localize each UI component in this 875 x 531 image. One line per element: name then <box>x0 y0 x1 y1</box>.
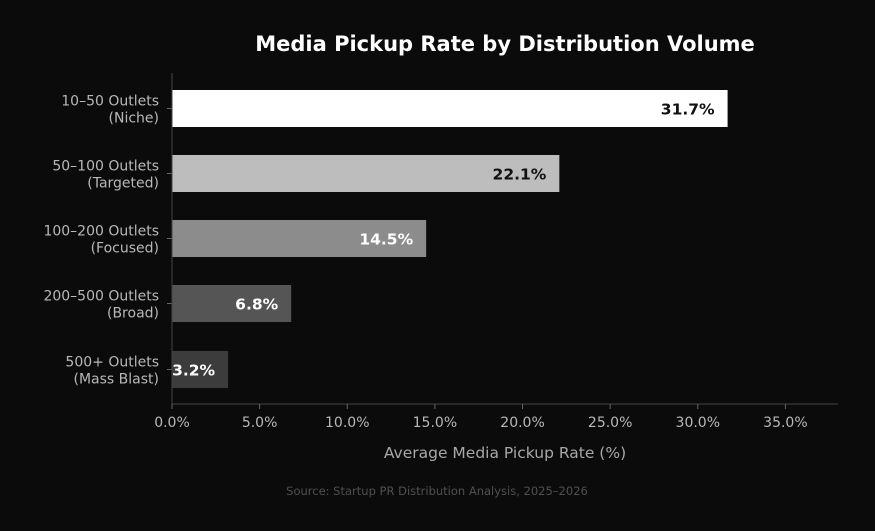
bar <box>172 155 560 192</box>
x-tick-label: 20.0% <box>500 415 544 431</box>
x-tick-label: 0.0% <box>154 415 190 431</box>
x-tick-label: 5.0% <box>242 415 278 431</box>
category-label: (Focused) <box>91 241 159 257</box>
category-label: 100–200 Outlets <box>43 224 159 240</box>
bars-group: 31.7% 22.1% 14.5% 6.8% 3.2% <box>172 90 728 388</box>
bar-value-label: 6.8% <box>235 296 278 314</box>
category-label: (Niche) <box>109 111 159 127</box>
x-tick-label: 25.0% <box>588 415 632 431</box>
category-label: (Broad) <box>107 306 159 322</box>
bar-value-label: 31.7% <box>661 101 715 119</box>
x-axis-ticks: 0.0% 5.0% 10.0% 15.0% 20.0% 25.0% 30.0% 35.0% <box>154 404 808 431</box>
bar <box>172 90 728 127</box>
category-label: 50–100 Outlets <box>52 159 159 175</box>
bar-value-label: 14.5% <box>359 231 413 249</box>
bar <box>172 351 229 388</box>
chart-title: Media Pickup Rate by Distribution Volume <box>255 32 755 56</box>
source-note: Source: Startup PR Distribution Analysis… <box>286 484 588 498</box>
bar <box>172 285 292 322</box>
x-tick-label: 30.0% <box>676 415 720 431</box>
bar-value-label: 22.1% <box>493 166 547 184</box>
x-tick-label: 15.0% <box>413 415 457 431</box>
category-label: 10–50 Outlets <box>61 94 159 110</box>
x-tick-label: 10.0% <box>325 415 369 431</box>
category-label: (Targeted) <box>87 176 159 192</box>
category-labels: 10–50 Outlets(Niche) 50–100 Outlets(Targe… <box>43 94 172 388</box>
category-label: (Mass Blast) <box>74 372 159 388</box>
bar-value-label: 3.2% <box>172 362 215 380</box>
category-label: 500+ Outlets <box>65 355 159 371</box>
bar <box>172 220 427 257</box>
x-tick-label: 35.0% <box>763 415 807 431</box>
category-label: 200–500 Outlets <box>43 289 159 305</box>
x-axis-label: Average Media Pickup Rate (%) <box>384 444 626 462</box>
